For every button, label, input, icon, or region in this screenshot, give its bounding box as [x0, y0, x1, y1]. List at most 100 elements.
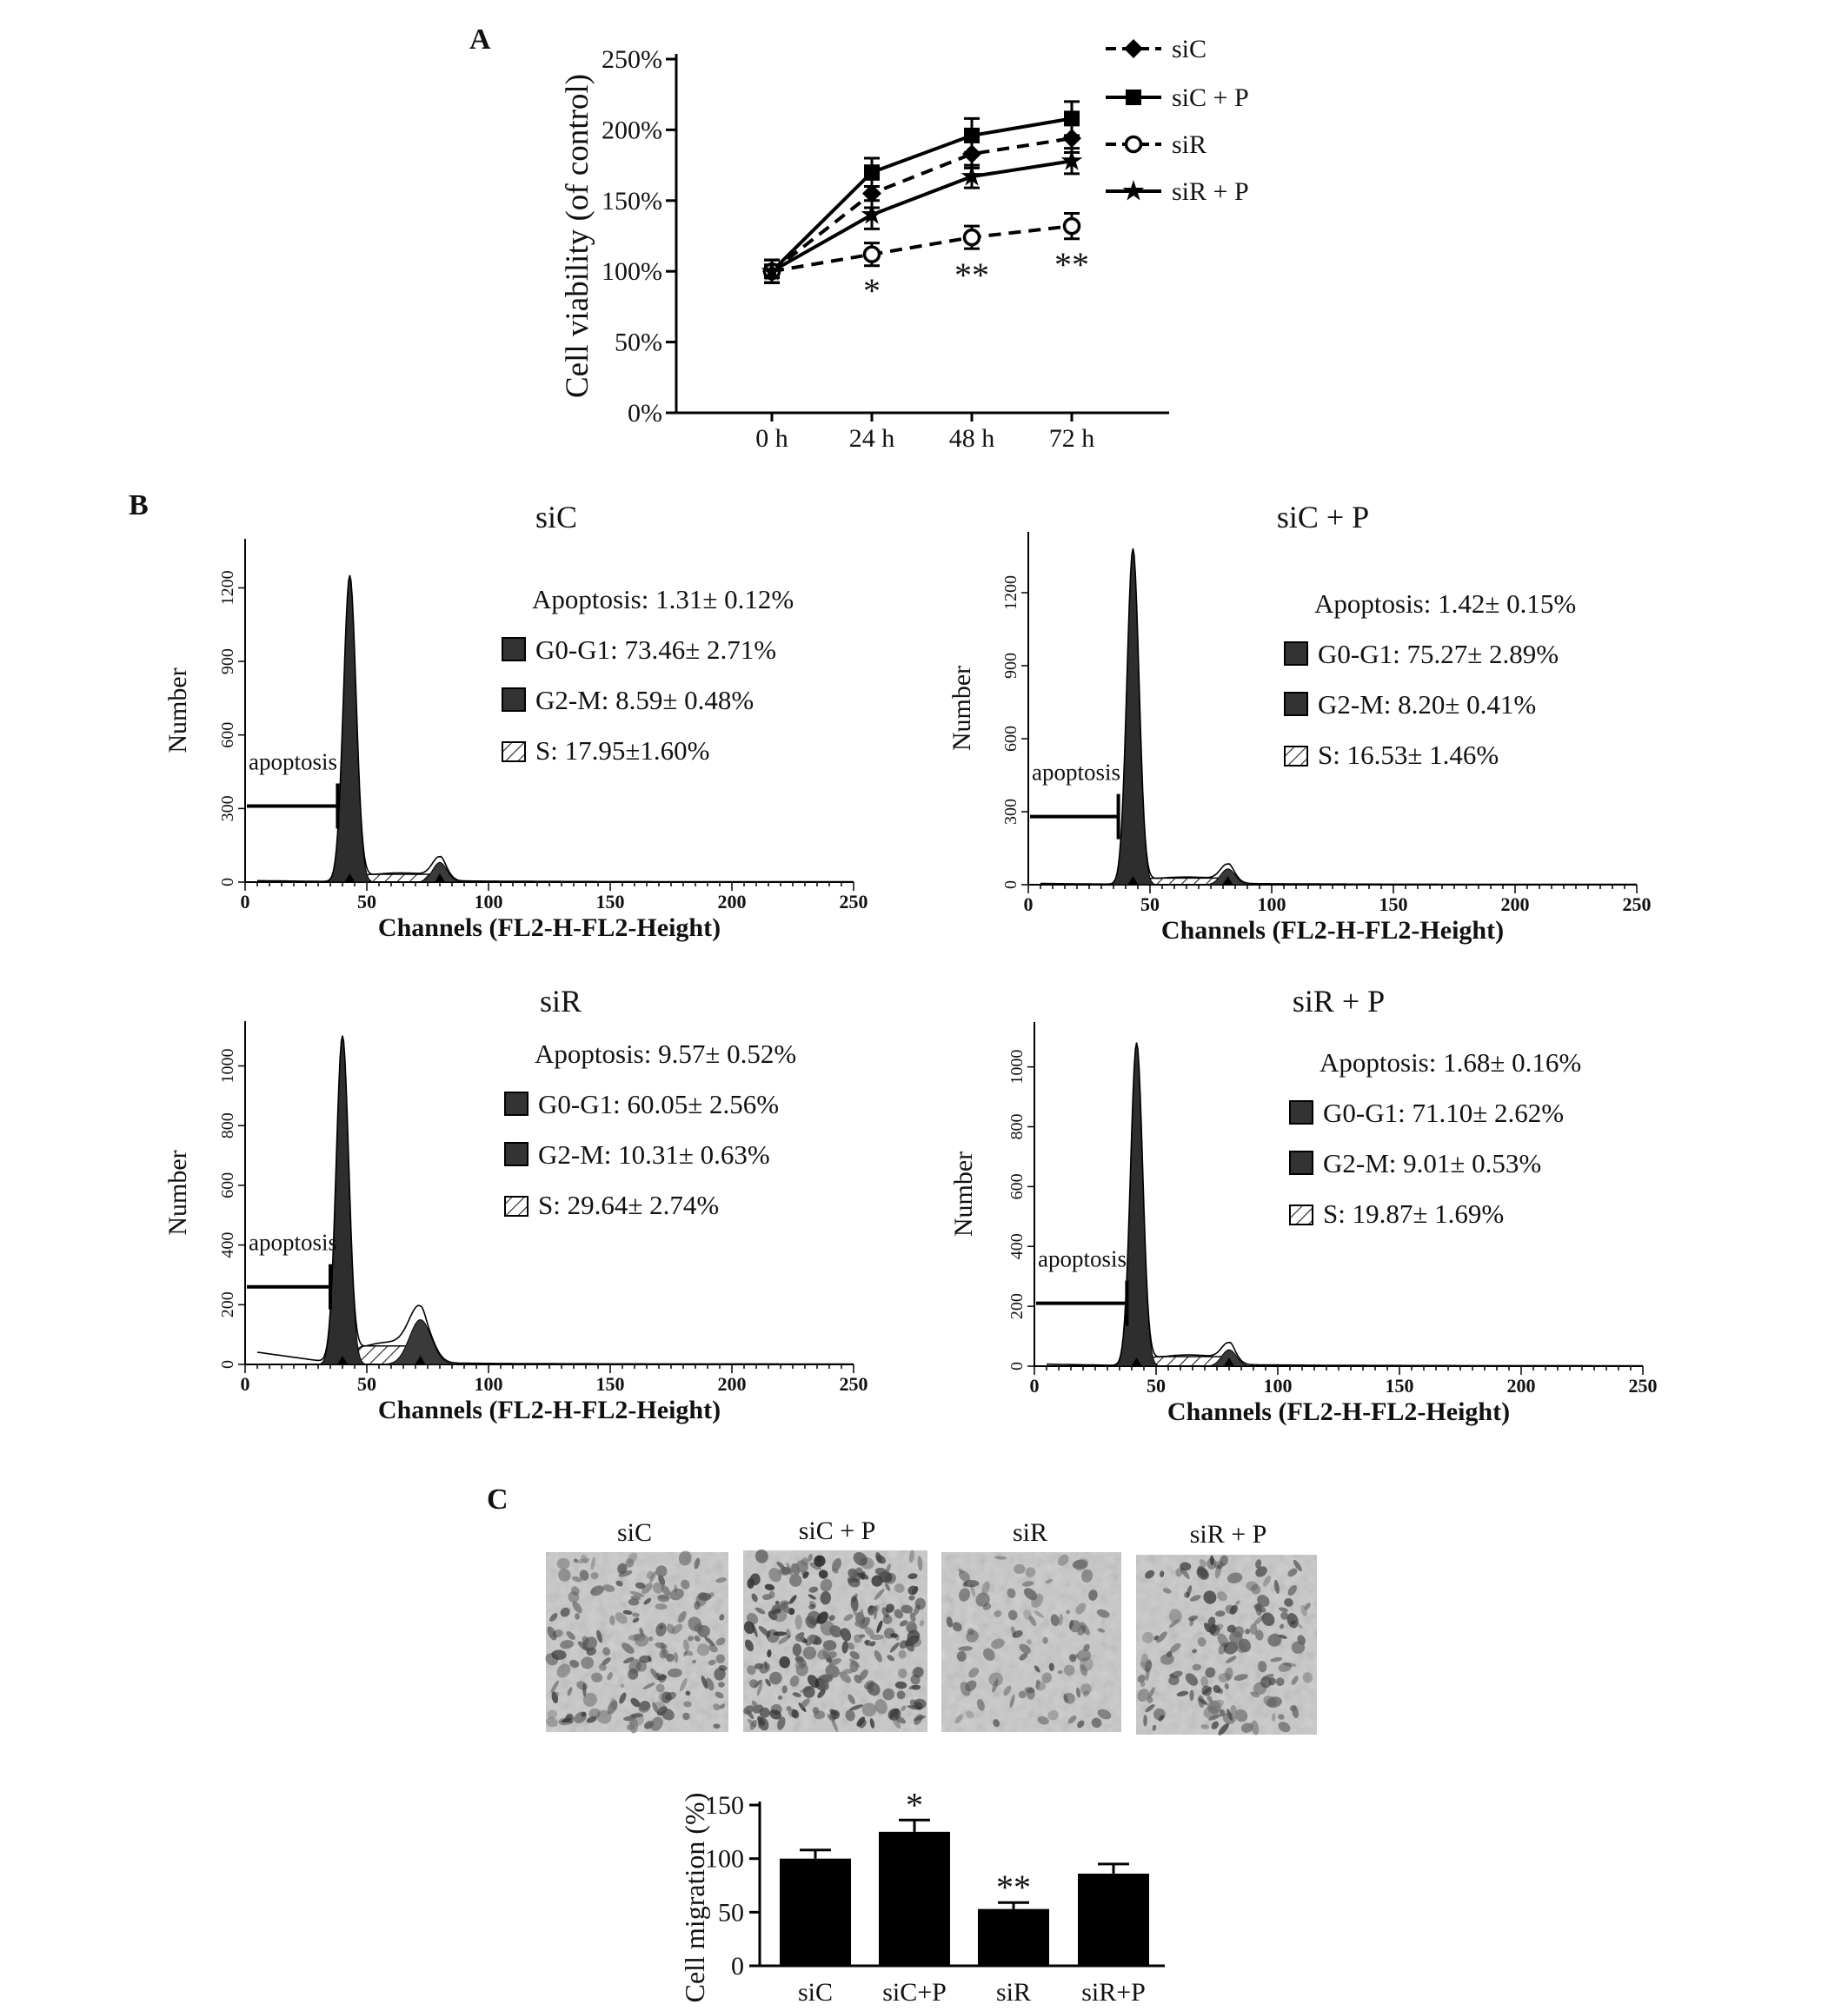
cell-blob: [789, 1574, 802, 1587]
cell-blob: [816, 1611, 828, 1624]
cell-blob: [874, 1567, 888, 1576]
legend-swatch-dark: [502, 637, 526, 661]
cell-blob: [1255, 1566, 1267, 1577]
cell-blob: [786, 1705, 792, 1711]
significance-marker: *: [906, 1785, 923, 1824]
s-phase-area: [1134, 877, 1233, 886]
x-tick-label: 150: [1379, 893, 1408, 915]
cell-blob: [1245, 1629, 1251, 1635]
cell-blob: [641, 1583, 653, 1595]
cell-blob: [1293, 1621, 1303, 1629]
cell-blob: [1074, 1558, 1089, 1571]
cell-blob: [632, 1617, 640, 1623]
cell-blob: [1225, 1667, 1233, 1681]
cell-blob: [1160, 1570, 1165, 1578]
y-tick-label: 600: [1007, 1173, 1027, 1199]
histogram-sic-p: siC + P 0 50 100 150 200 250 0 300 600 900 1200 Chan…: [947, 500, 1652, 945]
peak-marker: [344, 873, 356, 882]
y-tick-label: 0: [218, 1360, 237, 1369]
x-tick-label: 50: [357, 1373, 376, 1395]
bar-sic-p: [879, 1831, 950, 1966]
cell-blob: [914, 1597, 926, 1610]
cell-blob: [1021, 1581, 1034, 1587]
legend-label: siC: [1172, 35, 1207, 63]
cell-blob: [677, 1610, 687, 1623]
cell-blob: [963, 1579, 980, 1588]
cell-blob: [1066, 1609, 1071, 1615]
x-tick-label: siR+P: [1081, 1978, 1146, 2007]
cell-blob: [749, 1573, 761, 1586]
cell-blob: [1286, 1612, 1299, 1629]
cell-blob: [607, 1700, 618, 1715]
panel-label-c: C: [487, 1483, 509, 1516]
apoptosis-label: apoptosis: [1032, 760, 1120, 786]
x-tick-label: 0: [241, 891, 250, 913]
cell-blob: [1019, 1643, 1031, 1654]
cell-blob: [890, 1633, 898, 1638]
cell-blob: [1234, 1709, 1248, 1722]
cell-blob: [652, 1702, 659, 1713]
cell-blob: [1058, 1613, 1063, 1626]
cell-blob: [1251, 1720, 1260, 1736]
cell-blob: [1290, 1620, 1297, 1625]
cell-blob: [757, 1716, 766, 1726]
cell-blob: [919, 1620, 925, 1627]
cell-blob: [754, 1679, 762, 1688]
cell-blob: [1007, 1609, 1018, 1621]
cell-blob: [639, 1700, 651, 1711]
data-point: [962, 228, 981, 247]
y-tick-label: 0: [218, 878, 237, 886]
cell-blob: [1211, 1721, 1220, 1729]
cell-blob: [1067, 1715, 1077, 1724]
bar-sir: [978, 1908, 1049, 1966]
cell-blob: [768, 1671, 782, 1685]
data-point: [862, 245, 881, 263]
cell-blob: [629, 1590, 645, 1597]
data-point: [961, 165, 983, 186]
y-axis-title: Number: [949, 1152, 978, 1237]
cell-blob: [767, 1649, 772, 1658]
cell-blob: [781, 1603, 791, 1614]
cell-blob: [808, 1586, 819, 1593]
cell-blob: [820, 1591, 832, 1605]
series-sic: [762, 123, 1081, 284]
cell-blob: [560, 1607, 570, 1617]
cell-blob: [839, 1671, 852, 1683]
cell-blob: [596, 1709, 612, 1724]
x-tick-label: 0: [241, 1373, 250, 1395]
cell-blob: [800, 1698, 810, 1709]
cell-blob: [666, 1623, 675, 1634]
cell-blob: [1200, 1676, 1209, 1688]
cell-blob: [1209, 1624, 1220, 1636]
cell-blob: [622, 1643, 635, 1654]
cell-blob: [588, 1708, 601, 1719]
cell-blob: [1230, 1705, 1237, 1716]
cell-blob: [1082, 1690, 1090, 1697]
phase-stat: G2-M: 8.20± 0.41%: [1318, 689, 1536, 720]
panel-label-a: A: [469, 23, 491, 56]
cell-blob: [764, 1661, 768, 1670]
y-axis-title: Cell migration (%): [679, 1793, 710, 2003]
cell-blob: [794, 1633, 805, 1643]
cell-blob: [1284, 1597, 1293, 1607]
cell-blob: [1275, 1677, 1285, 1687]
legend-marker: [1124, 135, 1143, 154]
cell-blob: [629, 1718, 639, 1734]
legend-swatch-dark: [1284, 692, 1308, 716]
micrograph-sir: [941, 1552, 1121, 1732]
cell-blob: [1192, 1649, 1197, 1654]
cell-blob: [1189, 1617, 1194, 1627]
cell-blob: [655, 1683, 665, 1693]
data-point: [861, 203, 883, 224]
cell-blob: [571, 1586, 580, 1596]
cell-blob: [627, 1552, 638, 1563]
cell-blob: [864, 1626, 874, 1637]
panel-b-histograms: siC 0 50 100 150 200 250 0 300 600 900 1200 Channels…: [163, 500, 1658, 1426]
cell-blob: [582, 1692, 598, 1707]
cell-blob: [681, 1579, 690, 1590]
cell-blob: [1097, 1709, 1112, 1720]
cell-blob: [1218, 1688, 1224, 1695]
cell-blob: [683, 1650, 688, 1657]
cell-blob: [657, 1595, 670, 1603]
cell-blob: [639, 1627, 644, 1638]
